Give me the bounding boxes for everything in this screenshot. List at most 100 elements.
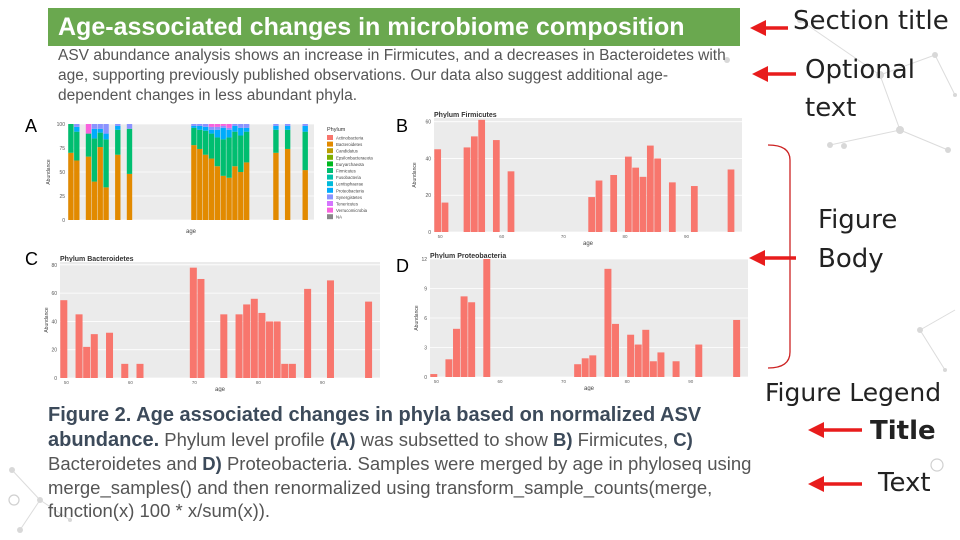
chart-c-ytick-label: 60 [51,291,57,297]
chart-a-bar-segment [214,124,221,127]
chart-d-bar [581,358,589,377]
chart-a-bar-segment [103,139,109,188]
chart-a-ylabel: Abundance [46,159,52,185]
chart-a-bar-segment [103,133,109,140]
chart-a-bar-segment [208,158,215,220]
chart-a-bar-segment [284,125,291,130]
chart-a-bar-segment [197,124,203,126]
chart-a-bar-segment [197,125,203,130]
chart-a-bar-segment [191,127,197,146]
chart-a-bar-segment [232,166,238,220]
chart-a-legend-label: Firmicutes [336,169,356,174]
chart-a-bar-segment [238,135,244,172]
figure-legend-text-2: was subsetted to show [355,428,553,450]
chart-a-bar-segment [115,129,121,155]
chart-d-bar [468,302,476,377]
chart-a-legend-label: Actinobacteria [336,136,364,141]
chart-a-bar-segment [302,131,308,171]
chart-a-bar-segment [208,126,215,130]
chart-a-bar-segment [273,152,279,220]
chart-b-bar [492,140,500,232]
chart-c-xtick-label: 60 [128,380,134,385]
figure-legend-text-5: Proteobacteria. Samples were merged by a… [48,453,752,521]
chart-d-bar [483,259,491,377]
arrow-icon-legend-title [808,422,862,438]
chart-b-bar [727,169,735,232]
chart-a-bar-segment [197,129,203,149]
chart-b-ytick-label: 60 [425,120,431,126]
chart-c-bar [90,334,98,378]
chart-a-bar-segment [226,124,232,128]
chart-b-ytick-label: 0 [428,230,431,236]
chart-a-bar-segment [85,124,92,134]
chart-a-bar-segment [214,129,221,138]
chart-a-ytick-label: 75 [59,146,65,152]
chart-c-bar [288,363,296,378]
chart-d-bar [627,334,635,377]
chart-c-bar [60,300,68,378]
chart-a-bar-segment [97,128,103,133]
figure-legend-ref-b: B) [552,428,573,450]
chart-a-bar-segment [85,156,92,220]
chart-c-bar [189,267,197,378]
figure-legend-ref-c: C) [673,428,693,450]
chart-b-bar [470,136,478,232]
chart-a-legend-label: Epsilonbacteraeota [336,155,373,160]
chart-a-legend-swatch [327,201,333,206]
chart-d-bar [430,374,438,377]
chart-d-bar [589,355,597,377]
chart-a-bar-segment [126,124,133,129]
chart-a-bar-segment [74,131,80,161]
chart-b-bar [588,197,596,232]
chart-c-bar [75,314,83,378]
panel-letter-c: C [25,249,38,269]
chart-a-bar-segment [202,126,209,131]
chart-a-legend-swatch [327,161,333,167]
chart-a-legend-title: Phylum [327,127,346,133]
arrow-icon-optional-text [752,66,796,82]
chart-c-plot-area [60,262,380,378]
chart-a-ytick-label: 25 [59,194,65,200]
chart-a-legend-swatch [327,168,333,173]
chart-a-bar-segment [302,170,308,220]
chart-a-bar-segment [91,128,98,139]
chart-d-bar [453,328,460,377]
chart-a-legend-label: Verrucomicrobia [336,208,368,213]
arrow-icon-section-title [750,20,788,36]
chart-a-bar-segment [191,124,197,126]
chart-a-legend-swatch [327,135,333,140]
chart-a-bar-segment [232,125,238,132]
chart-a-bar-segment [226,127,232,130]
chart-a-bar-segment [243,131,250,163]
chart-b-bar [507,171,515,232]
chart-a-legend-label: Fusobacteria [336,175,361,180]
chart-b-bar [595,180,603,232]
chart-b-xtick-label: 80 [622,234,628,239]
chart-b-xtick-label: 90 [684,234,690,239]
chart-c-ytick-label: 0 [54,376,57,382]
chart-b-xtick-label: 50 [438,234,444,239]
chart-a-legend-swatch [327,141,333,147]
chart-a-legend-swatch [327,187,333,193]
chart-c-bar [273,321,281,378]
chart-d-ytick-label: 0 [424,375,427,381]
panel-letter-a: A [25,116,38,136]
chart-a-legend-swatch [327,207,333,213]
chart-a-bar-segment [202,124,209,127]
chart-d-bar [642,329,650,377]
chart-b-ytick-label: 40 [425,156,431,162]
chart-a-bar-segment [191,125,197,128]
chart-b-bar [646,145,654,232]
chart-d-bar [657,352,665,377]
chart-c-bar [106,332,114,378]
chart-d-bar [695,344,703,377]
chart-a-legend-label: Bacteroidetes [336,142,362,147]
annotation-section-title: Section title [793,6,949,36]
chart-a-bar-segment [91,138,98,182]
chart-d-ytick-label: 6 [424,316,427,322]
chart-a-bar-segment [232,124,238,126]
chart-d-bar [604,268,612,377]
chart-a-bar-segment [208,133,215,159]
annotation-figure-body-line2: Body [818,244,884,274]
chart-a-bar-segment [74,160,80,220]
